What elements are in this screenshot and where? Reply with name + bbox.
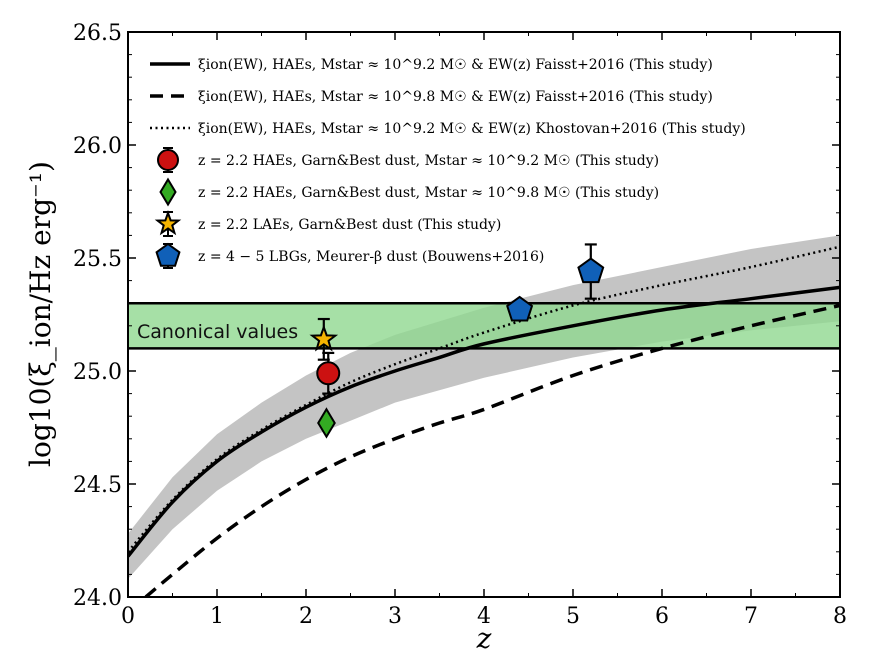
x-tick-label: 3: [388, 604, 402, 629]
data-point-star: [309, 324, 339, 352]
y-tick-label: 25.5: [73, 247, 122, 272]
data-point-diamond: [317, 407, 336, 439]
legend-marker-diamond: [159, 177, 177, 207]
x-tick-label: 7: [744, 604, 758, 629]
x-tick-label: 0: [121, 604, 135, 629]
canonical-band-label: Canonical values: [137, 321, 298, 343]
legend-marker-pentagon: [155, 242, 181, 267]
x-tick-label: 6: [655, 604, 669, 629]
legend-entry-label: ξion(EW), HAEs, Mstar ≈ 10^9.2 M☉ & EW(z…: [198, 121, 746, 137]
series-dashed-line: [144, 303, 840, 597]
legend-entry-label: ξion(EW), HAEs, Mstar ≈ 10^9.8 M☉ & EW(z…: [198, 89, 713, 105]
x-tick-label: 8: [833, 604, 847, 629]
uncertainty-band: [128, 235, 840, 579]
legend-entry-label: z = 2.2 HAEs, Garn&Best dust, Mstar ≈ 10…: [198, 153, 659, 169]
series-solid-line: [128, 285, 840, 558]
y-tick-label: 26.0: [73, 134, 122, 159]
x-tick-label: 5: [566, 604, 580, 629]
x-tick-label: 1: [210, 604, 224, 629]
axis-ticks: 0 1 2 3 4 5 6 7 8 24.0 24.5 25.0 25.5 26.0 26.5: [73, 21, 847, 629]
y-tick-label: 26.5: [73, 21, 122, 46]
legend-entry-label: z = 2.2 HAEs, Garn&Best dust, Mstar ≈ 10…: [198, 185, 659, 201]
y-axis-title: log10(ξ_ion/Hz erg⁻¹): [24, 161, 57, 467]
legend-marker-star: [154, 210, 182, 236]
legend-marker-circle: [157, 149, 179, 171]
data-point-pentagon: [506, 295, 534, 322]
series-dotted-line: [128, 245, 840, 553]
x-axis-title: z: [476, 622, 492, 655]
legend: ξion(EW), HAEs, Mstar ≈ 10^9.2 M☉ & EW(z…: [150, 57, 746, 269]
y-tick-label: 24.5: [73, 473, 122, 498]
x-tick-label: 2: [299, 604, 313, 629]
y-tick-label: 24.0: [73, 586, 122, 611]
canonical-band: [128, 303, 840, 349]
plot-area: [128, 235, 840, 597]
data-point-pentagon: [577, 257, 605, 284]
x-tick-label: 4: [477, 604, 491, 629]
legend-entry-label: ξion(EW), HAEs, Mstar ≈ 10^9.2 M☉ & EW(z…: [198, 57, 713, 73]
legend-entry-label: z = 2.2 LAEs, Garn&Best dust (This study…: [198, 217, 501, 233]
y-tick-label: 25.0: [73, 360, 122, 385]
data-point-circle: [316, 361, 341, 386]
legend-entry-label: z = 4 − 5 LBGs, Meurer-β dust (Bouwens+2…: [198, 249, 544, 265]
